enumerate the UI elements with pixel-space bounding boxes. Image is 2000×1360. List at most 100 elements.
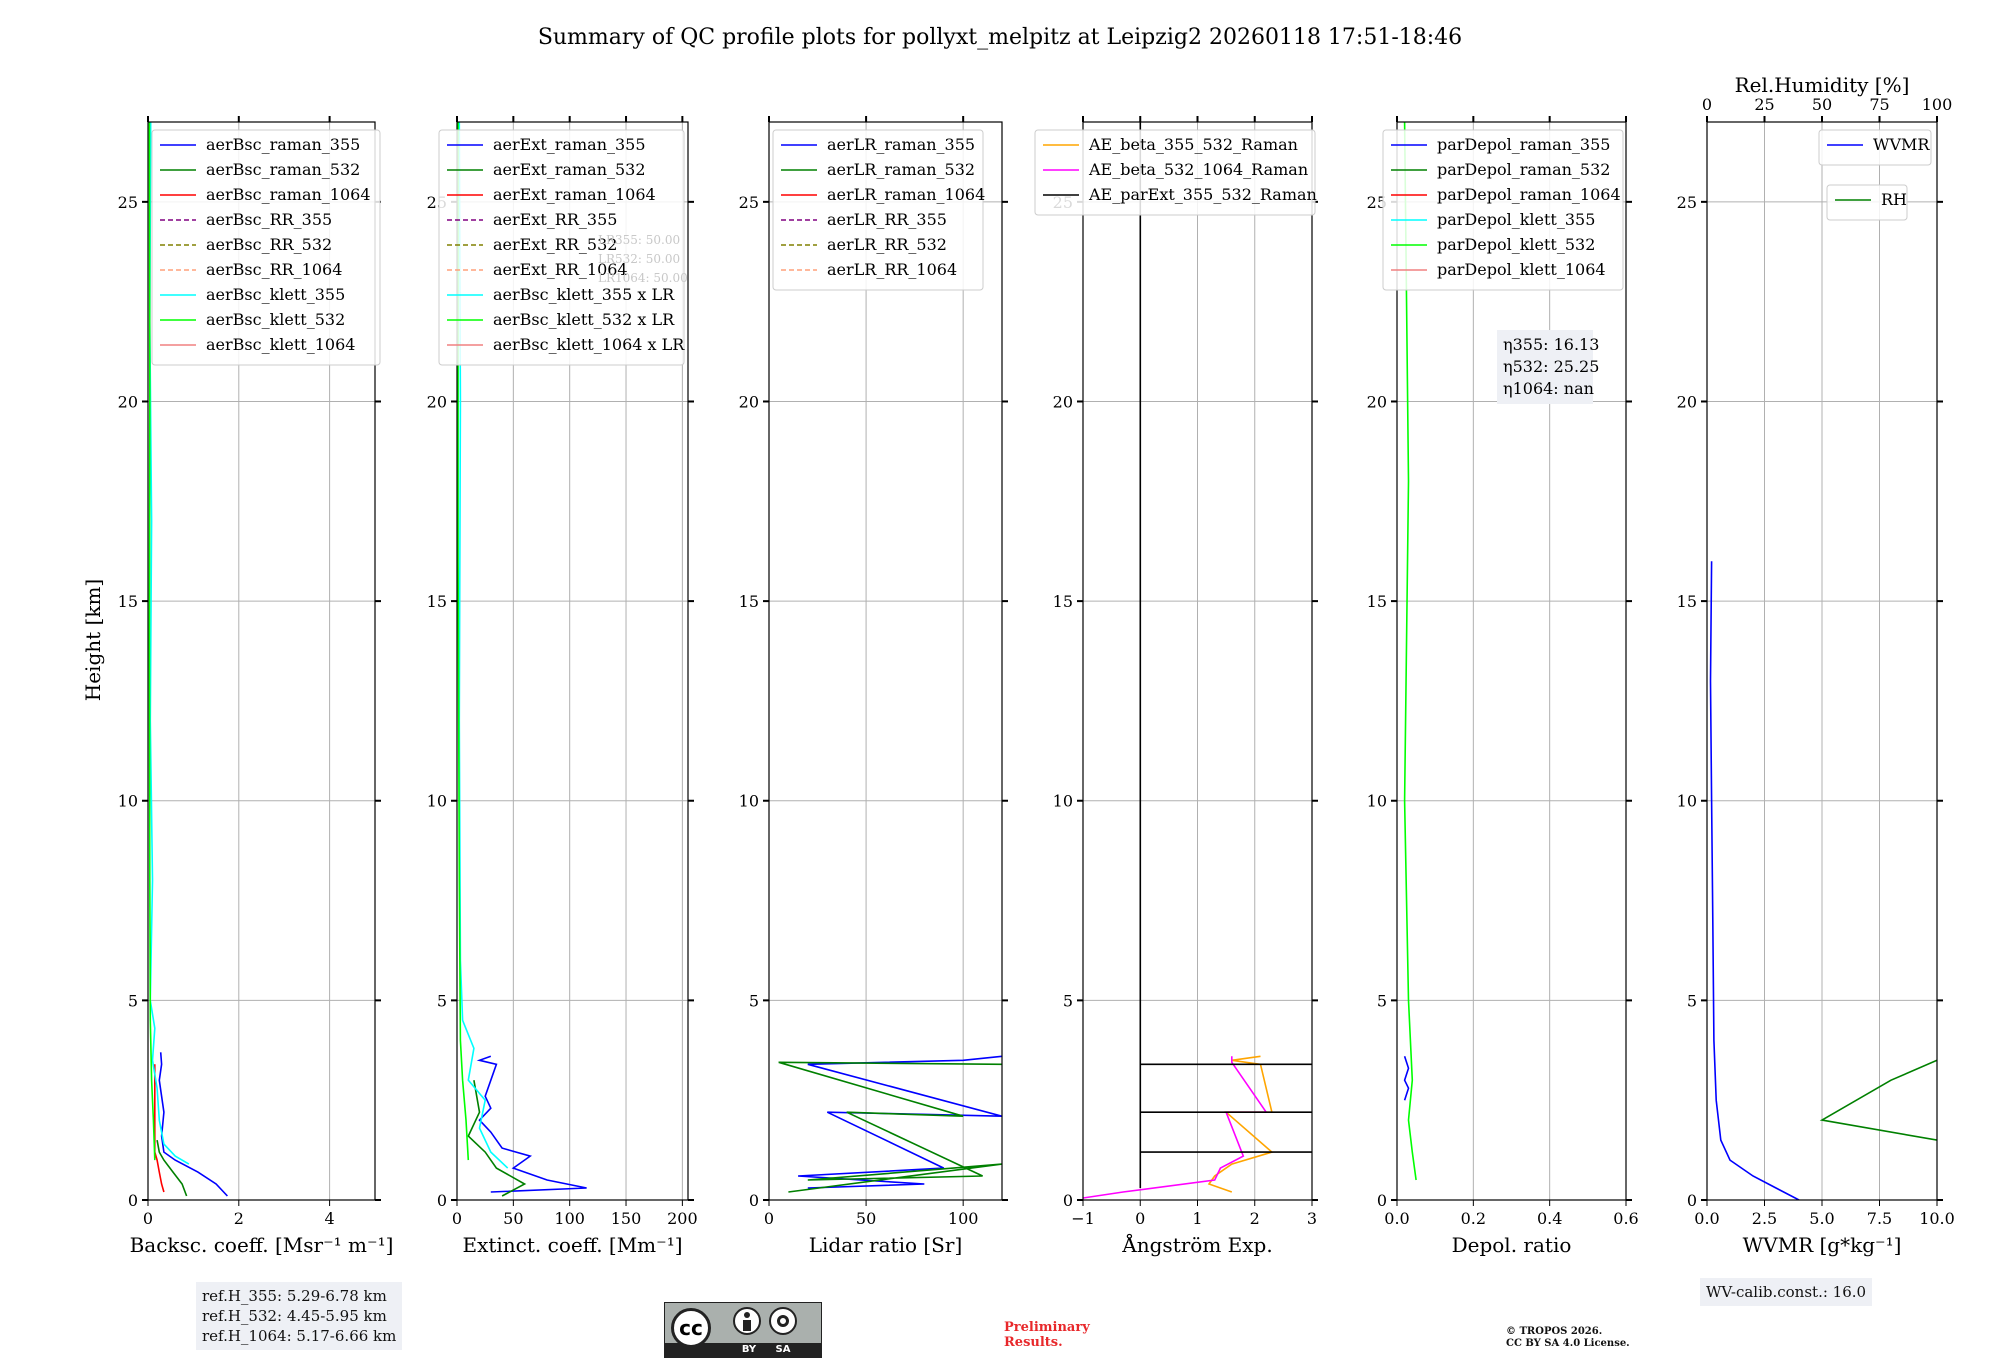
- legend-entry: aerBsc_klett_355: [206, 285, 345, 304]
- y-tick-label: 10: [739, 792, 759, 811]
- legend-entry: aerLR_raman_355: [827, 135, 975, 154]
- x-tick-label: 0: [143, 1209, 153, 1228]
- series-line-aerBsc_klett_355: [148, 122, 190, 1165]
- top-x-tick-label: 75: [1869, 95, 1889, 114]
- series-group: [778, 1055, 1002, 1193]
- legend-box: [151, 129, 381, 366]
- x-tick-label: 50: [503, 1209, 523, 1228]
- y-tick-label: 5: [1063, 991, 1073, 1010]
- top-x-tick-label: 50: [1812, 95, 1832, 114]
- legend-entry: aerExt_raman_1064: [493, 185, 656, 204]
- y-tick-label: 20: [739, 392, 759, 411]
- legend-entry: aerBsc_RR_355: [206, 210, 332, 229]
- axes-frame: [456, 121, 689, 1201]
- top-x-tick-label: 0: [1702, 95, 1712, 114]
- legend: aerExt_raman_355 aerExt_raman_532 aerExt_r…: [438, 129, 685, 366]
- x-axis-label: Backsc. coeff. [Msr⁻¹ m⁻¹]: [130, 1233, 394, 1257]
- attribution-icon: [733, 1307, 761, 1335]
- panel-backscatter: 0 2 4 0 5 10 15 20 25 Backsc. coeff. [Msr⁻¹ m⁻¹] a…: [118, 116, 394, 1257]
- y-tick-label: 5: [437, 991, 447, 1010]
- panels: 0 2 4 0 5 10 15 20 25 Backsc. coeff. [Msr⁻¹ m⁻¹] a…: [118, 73, 1955, 1257]
- series-line-parDepol_raman_355: [1403, 1056, 1410, 1101]
- series-line-aerLR_raman_532: [778, 1061, 1002, 1193]
- y-tick-label: 0: [1063, 1191, 1073, 1210]
- top-x-tick-label: 25: [1754, 95, 1774, 114]
- series-line-aerBsc_raman_532: [156, 1139, 188, 1197]
- series-line-aerLR_raman_355: [798, 1055, 1002, 1189]
- x-tick-label: 0: [1135, 1209, 1145, 1228]
- lr-annotation: LR1064: 50.00: [598, 271, 688, 285]
- x-axis-label: Lidar ratio [Sr]: [809, 1233, 963, 1257]
- legend: aerLR_raman_355 aerLR_raman_532 aerLR_rama…: [772, 129, 985, 291]
- legend-entry: aerBsc_klett_532: [206, 310, 345, 329]
- y-tick-label: 0: [1687, 1191, 1697, 1210]
- x-tick-label: 50: [856, 1209, 876, 1228]
- eta-value: η532: 25.25: [1503, 357, 1599, 376]
- legend-box: [1818, 129, 1932, 166]
- panel-angstrom: −101230510152025Ångström Exp.AE_beta_355…: [1034, 116, 1318, 1257]
- panel-depol: 0.0 0.2 0.4 0.6 0 5 10 15 20 25 Depol. ratio parDep…: [1367, 116, 1639, 1257]
- x-tick-label: 2: [234, 1209, 244, 1228]
- y-tick-label: 25: [118, 193, 138, 212]
- x-axis-label: Extinct. coeff. [Mm⁻¹]: [462, 1233, 682, 1257]
- legend-entry: AE_parExt_355_532_Raman: [1088, 185, 1317, 204]
- preliminary-line-1: Preliminary: [1004, 1320, 1090, 1335]
- y-tick-label: 0: [128, 1191, 138, 1210]
- x-tick-label: 3: [1307, 1209, 1317, 1228]
- legend: parDepol_raman_355 parDepol_raman_532 parD…: [1382, 129, 1624, 291]
- legend-entry: aerExt_raman_355: [493, 135, 646, 154]
- lr-annotation: LR532: 50.00: [598, 252, 680, 266]
- series-line-parDepol_klett_532: [1403, 122, 1417, 1181]
- wv-calib-box: WV-calib.const.: 16.0: [1700, 1278, 1873, 1306]
- cc-icon: cc: [671, 1308, 711, 1348]
- x-tick-label: 200: [667, 1209, 698, 1228]
- legend-box: [1034, 129, 1316, 216]
- x-tick-label: 5.0: [1809, 1209, 1834, 1228]
- legend-entry: aerExt_RR_532: [493, 235, 617, 254]
- x-tick-label: 150: [611, 1209, 642, 1228]
- legend-entry: parDepol_klett_355: [1437, 210, 1595, 229]
- legend-entry: parDepol_klett_532: [1437, 235, 1595, 254]
- x-axis-label: WVMR [g*kg⁻¹]: [1743, 1233, 1902, 1257]
- y-tick-label: 20: [1053, 392, 1073, 411]
- axes-frame: [768, 121, 1003, 1201]
- series-line-RH: [1819, 1059, 1937, 1141]
- by-label: BY: [741, 1344, 757, 1355]
- x-tick-label: 0.0: [1384, 1209, 1409, 1228]
- y-tick-label: 20: [1677, 392, 1697, 411]
- x-tick-label: 0.0: [1694, 1209, 1719, 1228]
- top-x-tick-label: 100: [1922, 95, 1953, 114]
- legend-box: [1826, 184, 1908, 221]
- x-tick-label: 10.0: [1919, 1209, 1955, 1228]
- series-group: [148, 122, 228, 1197]
- x-tick-label: 100: [554, 1209, 585, 1228]
- panel-lidar_ratio: 0 50 100 0 5 10 15 20 25 Lidar ratio [Sr] aerLR_ra…: [739, 116, 1008, 1257]
- top-x-axis-label: Rel.Humidity [%]: [1735, 73, 1910, 97]
- eta-value: η355: 16.13: [1503, 335, 1599, 354]
- y-axis-label: Height [km]: [81, 579, 105, 701]
- legend: WVMR: [1818, 129, 1932, 166]
- x-axis-label: Ångström Exp.: [1121, 1232, 1272, 1257]
- x-tick-label: 0.6: [1613, 1209, 1638, 1228]
- eta-value: η1064: nan: [1503, 379, 1594, 398]
- x-tick-label: 0: [764, 1209, 774, 1228]
- legend-entry: aerBsc_klett_1064 x LR: [493, 335, 685, 354]
- y-tick-label: 15: [739, 592, 759, 611]
- y-tick-label: 15: [427, 592, 447, 611]
- y-tick-label: 20: [427, 392, 447, 411]
- figure-title: Summary of QC profile plots for pollyxt_…: [538, 25, 1462, 50]
- sa-label: SA: [775, 1344, 791, 1355]
- legend-entry: AE_beta_532_1064_Raman: [1088, 160, 1308, 179]
- legend-box: [772, 129, 984, 291]
- y-tick-label: 25: [739, 193, 759, 212]
- x-tick-label: 4: [325, 1209, 335, 1228]
- legend-entry: aerLR_raman_1064: [827, 185, 985, 204]
- copyright-line-1: © TROPOS 2026.: [1506, 1326, 1603, 1337]
- x-tick-label: 100: [948, 1209, 979, 1228]
- share-alike-icon: [769, 1307, 797, 1335]
- eta-box: [1497, 330, 1593, 404]
- y-tick-label: 15: [1053, 592, 1073, 611]
- legend-entry: aerExt_raman_532: [493, 160, 646, 179]
